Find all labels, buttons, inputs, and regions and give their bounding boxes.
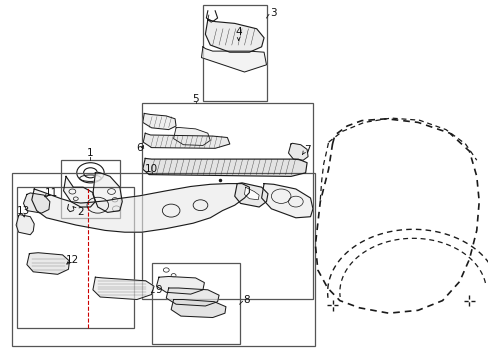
Text: 13: 13: [17, 206, 30, 216]
Polygon shape: [288, 143, 307, 160]
Polygon shape: [261, 184, 312, 218]
Polygon shape: [173, 127, 210, 145]
Polygon shape: [23, 193, 50, 213]
Polygon shape: [142, 158, 306, 176]
Text: 10: 10: [145, 164, 158, 174]
Text: 3: 3: [270, 8, 277, 18]
Text: 6: 6: [136, 143, 143, 153]
Text: 11: 11: [44, 188, 58, 198]
Text: 5: 5: [192, 94, 199, 104]
Polygon shape: [244, 187, 259, 200]
Bar: [203, 5, 266, 101]
Text: 7: 7: [303, 145, 310, 156]
Bar: [17, 187, 134, 328]
Polygon shape: [201, 47, 266, 72]
Text: 4: 4: [235, 27, 242, 37]
Polygon shape: [32, 184, 249, 232]
Polygon shape: [143, 133, 229, 148]
Polygon shape: [93, 172, 122, 212]
Polygon shape: [156, 276, 204, 294]
Text: 2: 2: [77, 207, 84, 217]
Text: 9: 9: [155, 285, 162, 295]
Text: 8: 8: [243, 294, 250, 305]
Polygon shape: [93, 277, 154, 300]
Polygon shape: [142, 113, 176, 130]
Polygon shape: [16, 215, 34, 235]
Polygon shape: [27, 253, 69, 274]
Polygon shape: [63, 176, 95, 207]
Polygon shape: [234, 183, 267, 207]
Text: 1: 1: [87, 148, 94, 158]
Bar: [12, 173, 315, 346]
Bar: [151, 263, 239, 344]
Polygon shape: [171, 300, 225, 318]
Polygon shape: [205, 20, 264, 52]
Bar: [142, 103, 312, 299]
Text: 12: 12: [65, 255, 79, 265]
Polygon shape: [166, 288, 219, 306]
Bar: [61, 160, 120, 218]
